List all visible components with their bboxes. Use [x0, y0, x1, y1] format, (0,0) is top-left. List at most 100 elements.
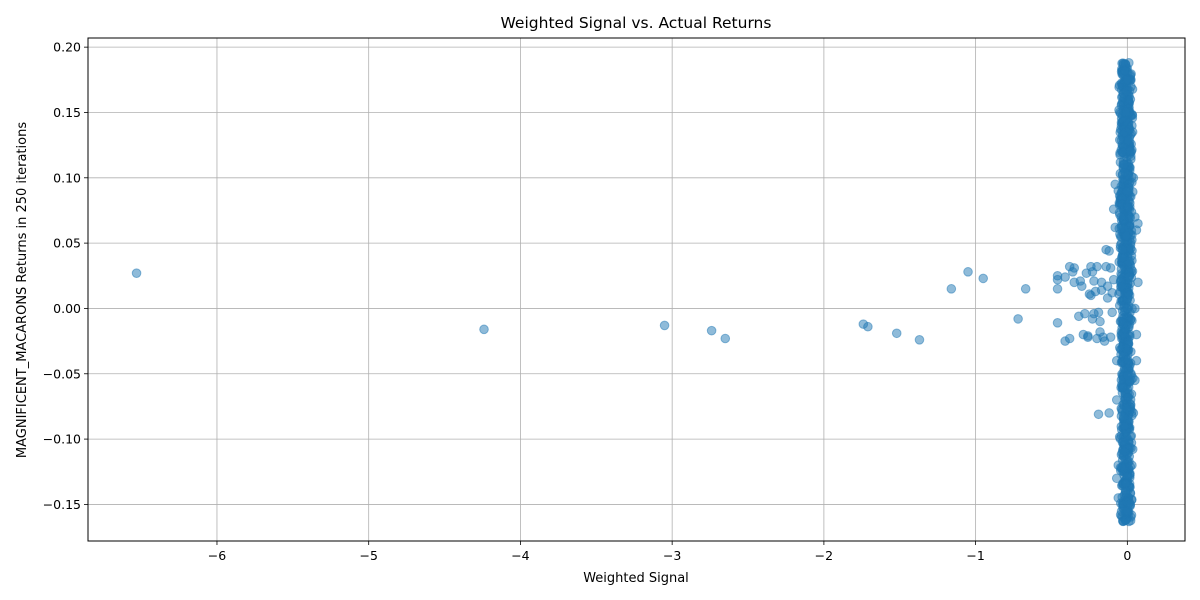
scatter-point [1123, 202, 1134, 212]
scatter-point [1113, 460, 1124, 471]
scatter-point [1111, 355, 1122, 366]
x-axis-label: Weighted Signal [583, 571, 689, 586]
scatter-point [1111, 395, 1122, 405]
x-tick-label: −2 [815, 548, 833, 563]
y-tick-label: −0.10 [43, 432, 81, 447]
scatter-point [1102, 281, 1113, 292]
x-tick-label: −6 [208, 548, 226, 563]
scatter-point [1124, 290, 1135, 300]
scatter-point [1116, 253, 1127, 263]
scatter-point [1105, 263, 1116, 273]
scatter-point [1111, 473, 1122, 484]
scatter-point [1092, 261, 1102, 272]
scatter-point [1095, 316, 1105, 327]
scatter-point [479, 324, 489, 335]
scatter-point [1113, 186, 1124, 196]
scatter-point [963, 267, 973, 277]
scatter-point [1116, 281, 1127, 292]
scatter-point [1123, 135, 1133, 146]
grid-lines [88, 38, 1185, 541]
scatter-point [1104, 408, 1114, 418]
scatter-point [131, 268, 142, 278]
scatter-point [1120, 65, 1130, 76]
scatter-point [1119, 159, 1130, 170]
scatter-point [1121, 231, 1132, 241]
scatter-point [1125, 499, 1136, 510]
scatter-point [1108, 274, 1119, 285]
scatter-point [1119, 446, 1130, 457]
scatter-point [1113, 493, 1124, 503]
scatter-point [1122, 355, 1133, 365]
x-tick-label: −1 [966, 548, 984, 563]
scatter-point [1013, 314, 1023, 324]
scatter-point [1060, 272, 1070, 282]
x-axis-ticks: −6 −5 −4 −3 −2 −1 0 [208, 541, 1131, 563]
scatter-point [1064, 333, 1075, 344]
scatter-point [1117, 244, 1128, 255]
y-axis-ticks: −0.15 −0.10 −0.05 0.00 0.05 0.10 0.15 0.20 [43, 40, 88, 512]
y-tick-label: 0.10 [53, 170, 81, 185]
scatter-point [891, 328, 902, 339]
scatter-point [1124, 146, 1135, 157]
scatter-point [659, 320, 670, 331]
y-axis-label: MAGNIFICENT_MACARONS Returns in 250 iter… [15, 122, 30, 458]
scatter-point [1104, 246, 1114, 256]
chart-title: Weighted Signal vs. Actual Returns [501, 14, 772, 32]
scatter-point [1118, 412, 1129, 423]
scatter-point [1052, 284, 1063, 294]
scatter-point [1116, 316, 1127, 327]
scatter-point [1124, 58, 1134, 68]
x-tick-label: −4 [511, 548, 529, 563]
scatter-point [1133, 218, 1143, 229]
scatter-point [1133, 277, 1143, 288]
scatter-point [1125, 94, 1136, 105]
scatter-point [1117, 382, 1128, 392]
y-tick-label: 0.00 [53, 301, 81, 316]
scatter-point [720, 333, 731, 344]
scatter-point [1119, 421, 1130, 431]
scatter-point [1122, 75, 1133, 85]
scatter-point [1131, 329, 1142, 340]
y-tick-label: 0.15 [53, 105, 81, 120]
scatter-point [1124, 271, 1135, 282]
x-tick-label: −5 [359, 548, 377, 563]
scatter-point [1083, 331, 1093, 341]
scatter-point [1077, 281, 1087, 292]
y-tick-label: −0.15 [43, 497, 81, 512]
scatter-point [1107, 287, 1117, 298]
y-tick-label: −0.05 [43, 366, 81, 381]
scatter-point [1123, 392, 1133, 402]
scatter-point [1105, 332, 1116, 342]
scatter-point [1122, 303, 1132, 314]
scatter-point [1127, 120, 1137, 131]
scatter-point [1131, 355, 1142, 366]
scatter-point [1069, 263, 1080, 273]
x-tick-label: −3 [663, 548, 681, 563]
scatter-point [1052, 318, 1063, 328]
scatter-point [914, 335, 925, 345]
scatter-point [1080, 308, 1090, 319]
scatter-point [1130, 303, 1140, 314]
scatter-point [1108, 204, 1119, 214]
scatter-point [1114, 135, 1125, 145]
scatter-point [1116, 264, 1127, 274]
scatter-point [1127, 460, 1137, 471]
scatter-point [1128, 172, 1139, 183]
scatter-point [1130, 375, 1140, 386]
scatter-point [946, 284, 957, 294]
scatter-point [1110, 222, 1121, 233]
scatter-point [1122, 403, 1132, 414]
scatter-point [1114, 342, 1125, 353]
scatter-point [1127, 84, 1138, 95]
scatter-point [1107, 307, 1117, 318]
y-tick-label: 0.20 [53, 40, 81, 55]
scatter-point [1125, 243, 1136, 254]
scatter-point [1121, 107, 1131, 118]
scatter-points [131, 58, 1143, 527]
y-tick-label: 0.05 [53, 236, 81, 251]
scatter-point [1093, 307, 1104, 318]
scatter-point [1122, 371, 1133, 381]
scatter-point [863, 321, 873, 332]
scatter-point [1118, 436, 1128, 447]
